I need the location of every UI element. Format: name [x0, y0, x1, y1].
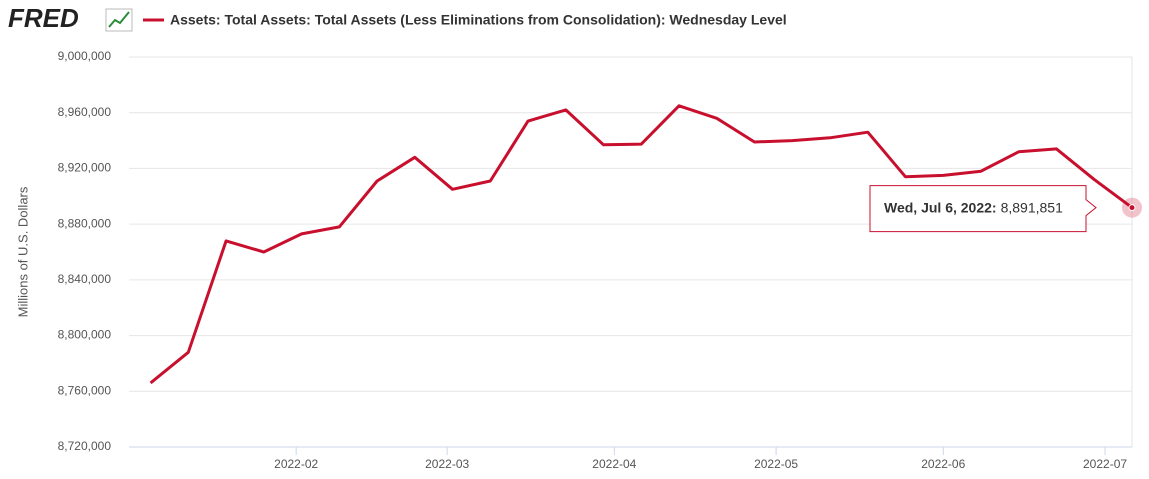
logo: FRED	[8, 3, 79, 33]
y-axis-label: Millions of U.S. Dollars	[15, 186, 30, 317]
y-tick-label: 8,880,000	[58, 216, 112, 230]
y-tick-label: 8,960,000	[58, 105, 112, 119]
y-tick-label: 8,760,000	[58, 383, 112, 397]
x-tick-label: 2022-07	[1083, 457, 1127, 471]
logo-icon	[105, 8, 133, 32]
series-line	[149, 104, 1133, 385]
y-tick-label: 9,000,000	[58, 49, 112, 63]
hover-point	[1128, 204, 1136, 212]
x-tick-label: 2022-02	[274, 457, 318, 471]
tooltip-box	[869, 185, 1097, 233]
y-tick-label: 8,920,000	[58, 161, 112, 175]
tooltip-value: 8,891,851	[1001, 199, 1063, 215]
x-tick-label: 2022-06	[921, 457, 965, 471]
x-tick-label: 2022-04	[592, 457, 636, 471]
tooltip-text: Wed, Jul 6, 2022: 8,891,851	[884, 199, 1063, 215]
legend-label: Assets: Total Assets: Total Assets (Less…	[170, 12, 787, 28]
tooltip-date: Wed, Jul 6, 2022:	[884, 199, 997, 215]
y-tick-label: 8,840,000	[58, 272, 112, 286]
x-tick-label: 2022-03	[425, 457, 469, 471]
y-tick-label: 8,720,000	[58, 439, 112, 453]
x-tick-label: 2022-05	[754, 457, 798, 471]
tooltip: Wed, Jul 6, 2022: 8,891,851	[869, 185, 1097, 233]
y-tick-label: 8,800,000	[58, 328, 112, 342]
